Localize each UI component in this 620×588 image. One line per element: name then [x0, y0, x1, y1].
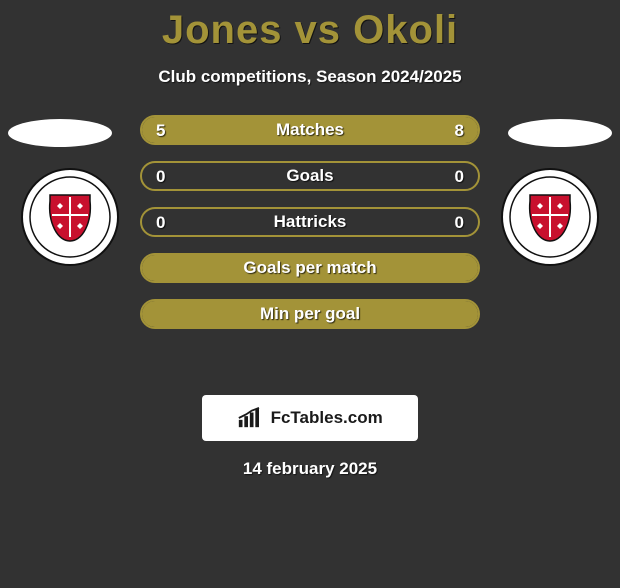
page-title: Jones vs Okoli [0, 8, 620, 53]
stat-row: Goals per match [140, 253, 480, 283]
stat-row: 0Hattricks0 [140, 207, 480, 237]
stat-label: Goals per match [142, 258, 478, 278]
subtitle: Club competitions, Season 2024/2025 [0, 67, 620, 87]
date-label: 14 february 2025 [0, 459, 620, 479]
brand-attribution[interactable]: FcTables.com [202, 395, 418, 441]
stat-row: Min per goal [140, 299, 480, 329]
right-oval-decor [508, 119, 612, 147]
stat-row: 0Goals0 [140, 161, 480, 191]
stat-label: Min per goal [142, 304, 478, 324]
brand-label: FcTables.com [271, 408, 383, 428]
stat-rows: 5Matches8 0Goals0 0Hattricks0 Goals per mat… [140, 115, 480, 345]
stat-label: Goals [142, 166, 478, 186]
left-oval-decor [8, 119, 112, 147]
left-club-badge [20, 167, 120, 267]
right-club-badge [500, 167, 600, 267]
stat-row: 5Matches8 [140, 115, 480, 145]
bar-chart-icon [237, 407, 266, 429]
comparison-section: 5Matches8 0Goals0 0Hattricks0 Goals per mat… [0, 115, 620, 375]
stat-label: Hattricks [142, 212, 478, 232]
stat-label: Matches [142, 120, 478, 140]
